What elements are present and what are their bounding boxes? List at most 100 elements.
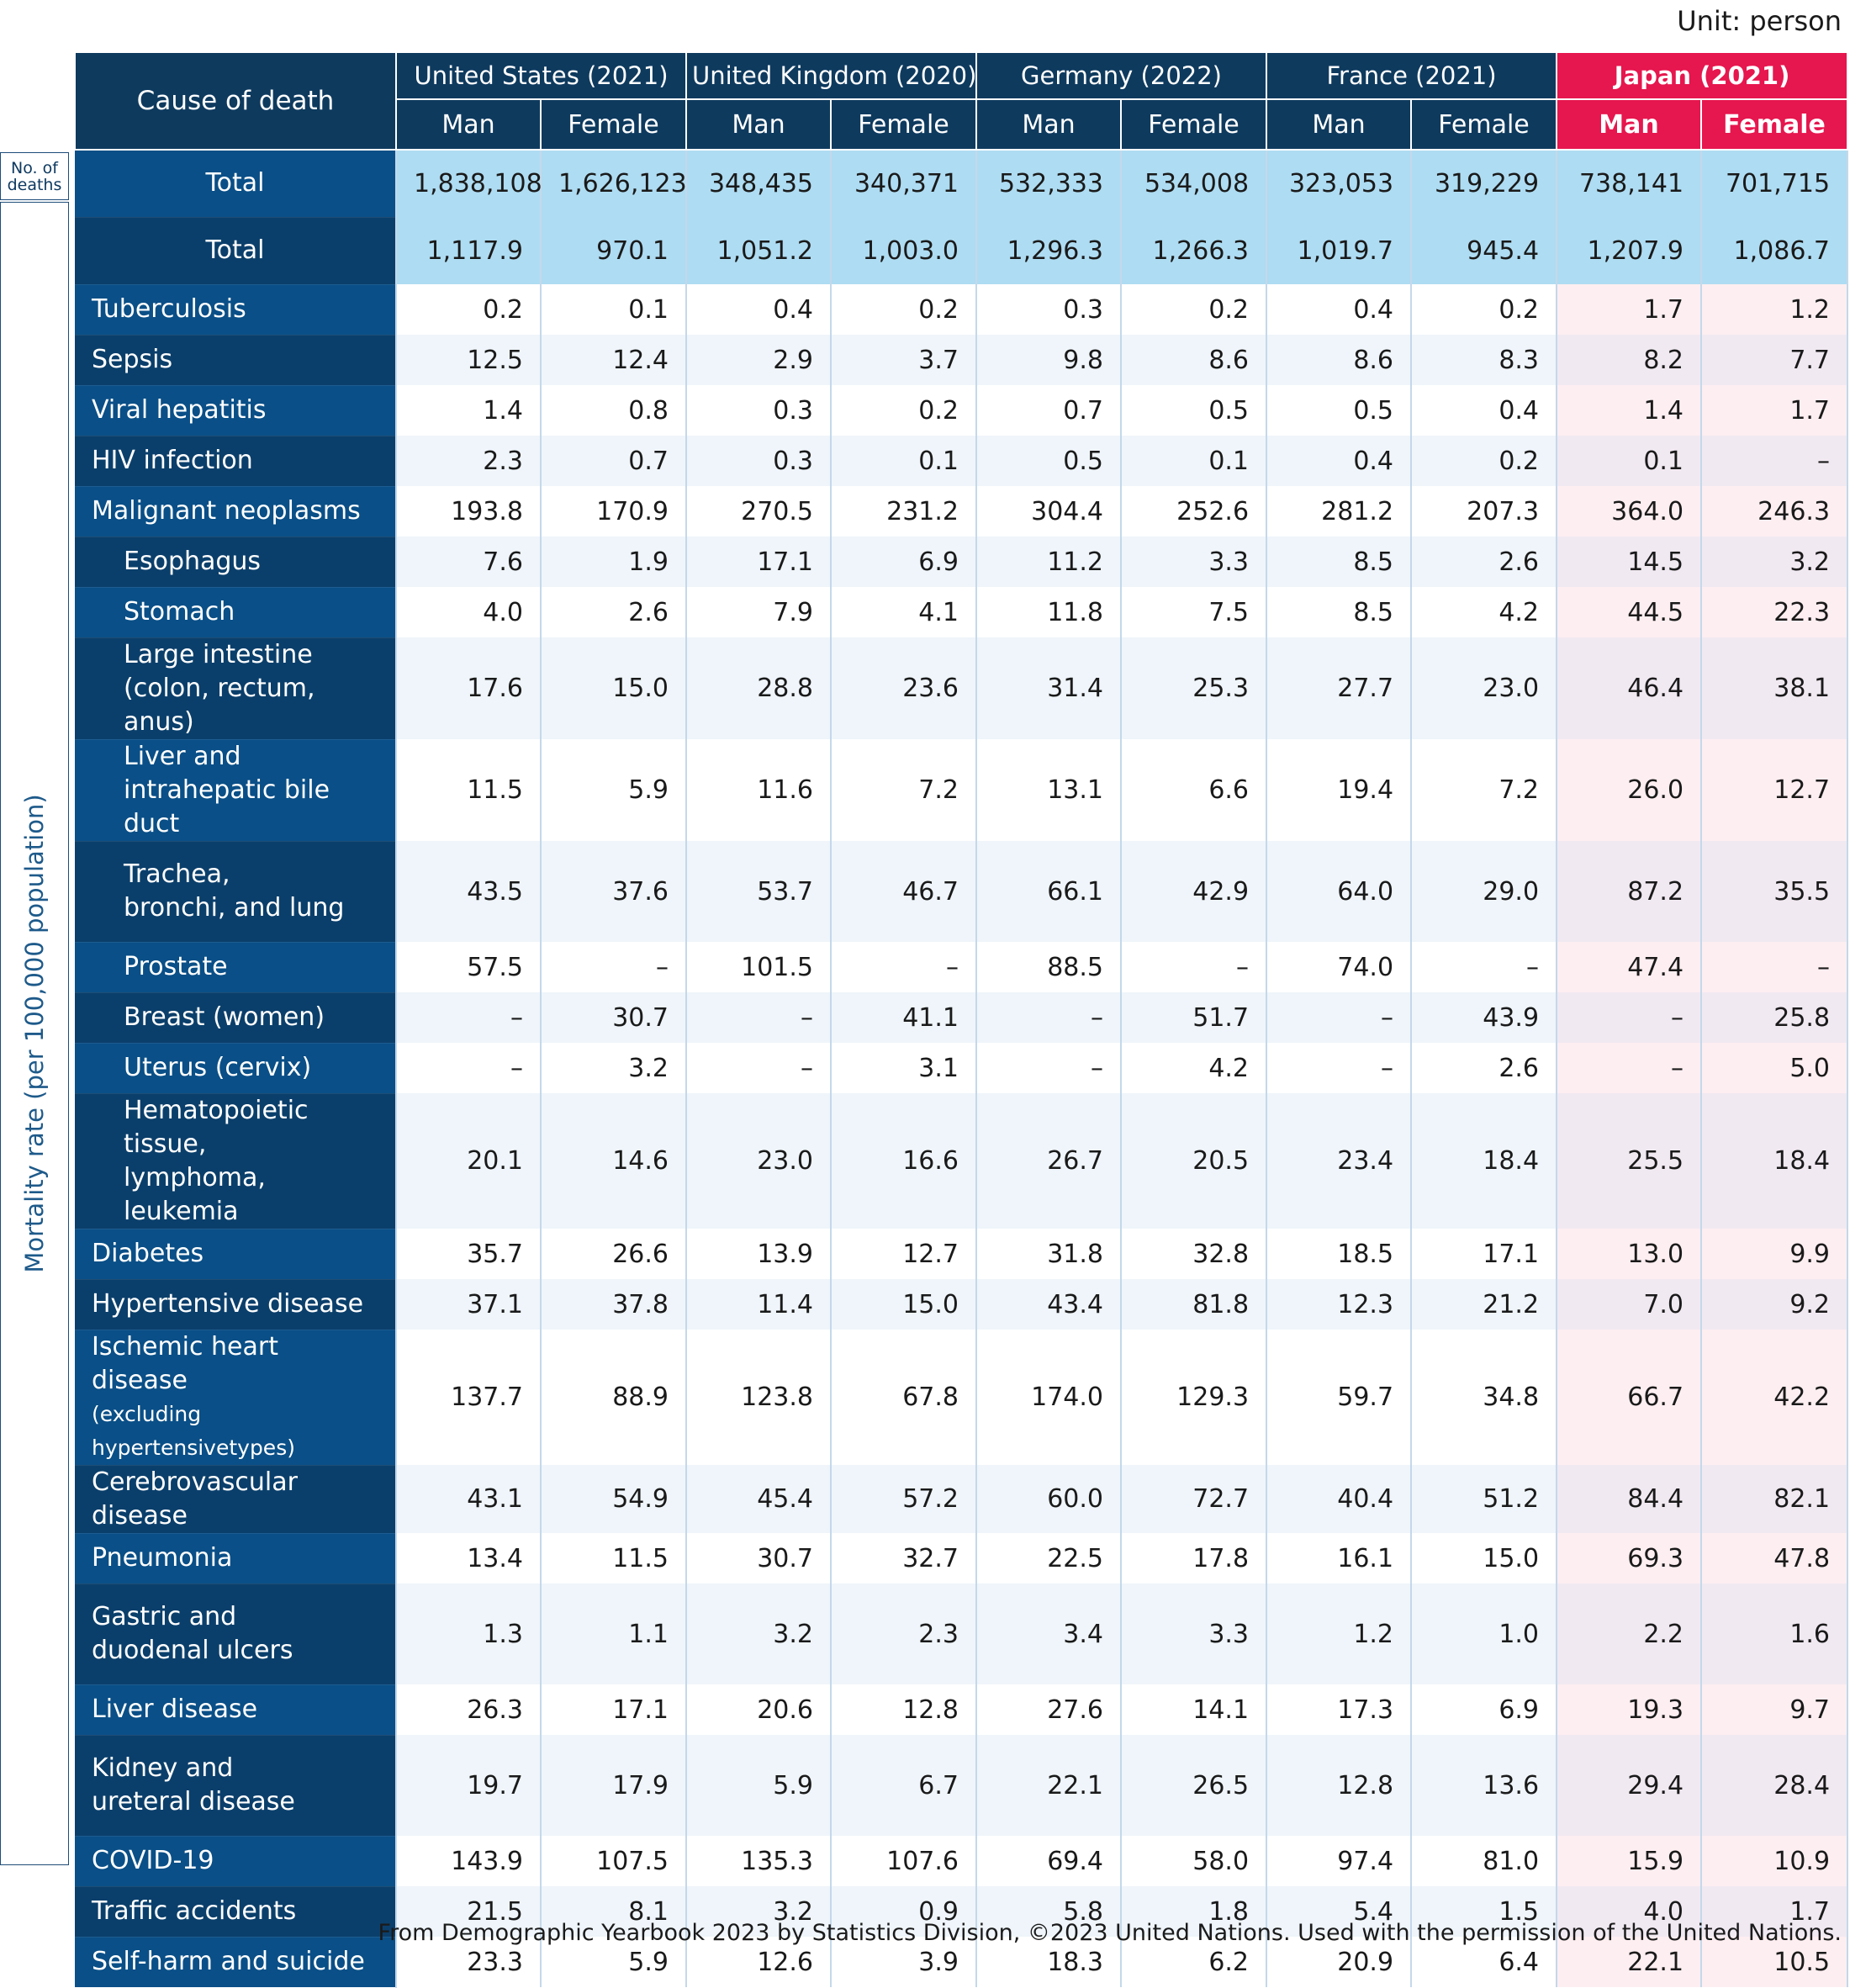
value-cell: 304.4 xyxy=(975,486,1123,537)
cause-of-death-header: Cause of death xyxy=(74,51,397,151)
value-cell: 66.7 xyxy=(1556,1330,1703,1465)
deaths-side-label: No. of deaths xyxy=(0,152,69,200)
value-cell: 1,296.3 xyxy=(975,217,1123,284)
value-cell: 72.7 xyxy=(1120,1465,1268,1533)
country-header-germany: Germany (2022) xyxy=(975,51,1268,100)
row-label-line: Gastric and xyxy=(92,1602,237,1631)
row-label-line: HIV infection xyxy=(92,446,253,475)
value-cell: 11.4 xyxy=(685,1279,832,1330)
value-cell: 69.4 xyxy=(975,1836,1123,1886)
row-label: Total xyxy=(75,150,396,218)
value-cell: 3.2 xyxy=(685,1886,832,1937)
value-cell: 1,207.9 xyxy=(1556,217,1703,284)
value-cell: 1.3 xyxy=(395,1584,542,1684)
value-cell: 246.3 xyxy=(1700,486,1849,537)
value-cell: 143.9 xyxy=(395,1836,542,1886)
sex-header-female: Female xyxy=(540,98,687,151)
row-label-line: Kidney and xyxy=(92,1753,234,1783)
table-row: Gastric and duodenal ulcers 1.3 1.1 3.2 2.3 3.… xyxy=(75,1584,1849,1685)
value-cell: 7.0 xyxy=(1556,1279,1703,1330)
value-cell: 17.9 xyxy=(540,1735,687,1836)
value-cell: 1.8 xyxy=(1120,1886,1268,1937)
value-cell: 43.1 xyxy=(395,1465,542,1533)
value-cell: – xyxy=(395,1043,542,1093)
value-cell: 11.6 xyxy=(685,739,832,841)
value-cell: 25.8 xyxy=(1700,992,1849,1043)
value-cell: 170.9 xyxy=(540,486,687,537)
value-cell: 27.6 xyxy=(975,1684,1123,1735)
source-note: From Demographic Yearbook 2023 by Statis… xyxy=(378,1920,1842,1946)
value-cell: 270.5 xyxy=(685,486,832,537)
country-header-us: United States (2021) xyxy=(395,51,687,100)
row-label: Viral hepatitis xyxy=(75,385,396,436)
value-cell: 0.4 xyxy=(1266,436,1413,486)
value-cell: 701,715 xyxy=(1700,150,1849,217)
value-cell: 67.8 xyxy=(829,1330,978,1465)
country-header-japan: Japan (2021) xyxy=(1556,51,1849,100)
value-cell: 0.1 xyxy=(829,436,978,486)
row-label-line: ureteral disease xyxy=(92,1787,295,1816)
value-cell: 1,266.3 xyxy=(1120,217,1268,284)
value-cell: 42.2 xyxy=(1700,1330,1849,1465)
row-label: Total xyxy=(75,217,396,285)
value-cell: 3.1 xyxy=(829,1043,978,1093)
table-row: Ischemic heart disease (excluding hyperte… xyxy=(75,1330,1849,1466)
sex-header-female: Female xyxy=(1120,98,1268,151)
value-cell: 11.5 xyxy=(395,739,542,841)
table-row: Sepsis 12.5 12.4 2.9 3.7 9.8 8.6 8.6 8.3 8.2 7.7 xyxy=(75,335,1849,386)
value-cell: 28.4 xyxy=(1700,1735,1849,1836)
row-label: COVID-19 xyxy=(75,1836,396,1887)
value-cell: 107.5 xyxy=(540,1836,687,1886)
value-cell: 35.5 xyxy=(1700,841,1849,942)
value-cell: 11.2 xyxy=(975,537,1123,587)
value-cell: 14.5 xyxy=(1556,537,1703,587)
value-cell: 87.2 xyxy=(1556,841,1703,942)
value-cell: 9.9 xyxy=(1700,1229,1849,1279)
sex-header-man: Man xyxy=(395,98,542,151)
value-cell: – xyxy=(395,992,542,1043)
value-cell: 21.2 xyxy=(1410,1279,1558,1330)
row-label: Liver and intrahepatic bile duct xyxy=(75,739,396,842)
value-cell: 18.4 xyxy=(1700,1093,1849,1229)
value-cell: 57.2 xyxy=(829,1465,978,1533)
row-label-line: Ischemic heart disease xyxy=(92,1331,278,1395)
value-cell: 0.4 xyxy=(1266,284,1413,335)
value-cell: 29.4 xyxy=(1556,1735,1703,1836)
row-label-line: Cerebrovascular disease xyxy=(92,1467,298,1531)
value-cell: 8.6 xyxy=(1266,335,1413,385)
value-cell: 22.1 xyxy=(975,1735,1123,1836)
value-cell: 5.8 xyxy=(975,1886,1123,1937)
table-row: Esophagus 7.6 1.9 17.1 6.9 11.2 3.3 8.5 2.6 14.5 3… xyxy=(75,537,1849,588)
value-cell: 0.2 xyxy=(1410,436,1558,486)
value-cell: 319,229 xyxy=(1410,150,1558,217)
value-cell: 58.0 xyxy=(1120,1836,1268,1886)
value-cell: 2.6 xyxy=(1410,537,1558,587)
row-label: Kidney and ureteral disease xyxy=(75,1735,396,1837)
row-label-line: Prostate xyxy=(124,952,228,981)
value-cell: 0.5 xyxy=(975,436,1123,486)
value-cell: 1.7 xyxy=(1700,385,1849,436)
value-cell: – xyxy=(1266,992,1413,1043)
row-label-line: Liver disease xyxy=(92,1695,258,1724)
value-cell: 231.2 xyxy=(829,486,978,537)
value-cell: – xyxy=(1266,1043,1413,1093)
value-cell: 0.3 xyxy=(975,284,1123,335)
value-cell: 30.7 xyxy=(685,1533,832,1584)
value-cell: 945.4 xyxy=(1410,217,1558,284)
value-cell: 13.4 xyxy=(395,1533,542,1584)
value-cell: 0.2 xyxy=(829,284,978,335)
value-cell: – xyxy=(1120,942,1268,992)
value-cell: 340,371 xyxy=(829,150,978,217)
value-cell: 46.7 xyxy=(829,841,978,942)
value-cell: 26.0 xyxy=(1556,739,1703,841)
value-cell: 17.8 xyxy=(1120,1533,1268,1584)
country-header-france: France (2021) xyxy=(1266,51,1558,100)
value-cell: 23.0 xyxy=(1410,637,1558,739)
value-cell: 47.4 xyxy=(1556,942,1703,992)
value-cell: 207.3 xyxy=(1410,486,1558,537)
value-cell: – xyxy=(975,992,1123,1043)
value-cell: 22.3 xyxy=(1700,587,1849,637)
value-cell: 43.9 xyxy=(1410,992,1558,1043)
value-cell: 1.6 xyxy=(1700,1584,1849,1684)
row-label: Tuberculosis xyxy=(75,284,396,336)
